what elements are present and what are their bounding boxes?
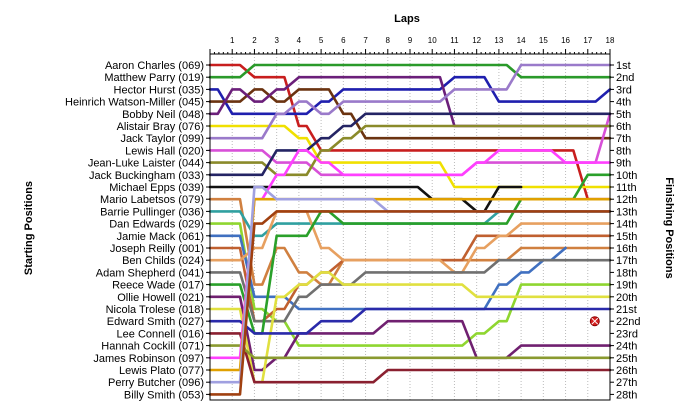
- finishing-position-label: 28th: [616, 389, 637, 401]
- series-line: [208, 332, 612, 384]
- starting-position-label: Adam Shepherd (041): [96, 267, 204, 279]
- finishing-position-label: 10th: [616, 170, 637, 182]
- lap-tick-label: 18: [606, 36, 615, 45]
- finishing-position-label: 11th: [616, 182, 637, 194]
- starting-position-label: Aaron Charles (069): [105, 60, 204, 72]
- starting-position-label: Nicola Trolese (018): [106, 304, 204, 316]
- starting-position-label: Jack Buckingham (033): [89, 170, 204, 182]
- finishing-position-label: 7th: [616, 133, 631, 145]
- lap-tick-label: 9: [408, 36, 413, 45]
- lap-tick-label: 16: [561, 36, 570, 45]
- finishing-position-label: 4th: [616, 97, 631, 109]
- starting-position-label: Alistair Bray (076): [117, 121, 204, 133]
- finishing-position-label: 6th: [616, 121, 631, 133]
- y-left-axis-title: Starting Positions: [23, 181, 35, 275]
- series-line: [208, 63, 612, 140]
- axes: [206, 49, 614, 401]
- starting-position-label: Lewis Hall (020): [125, 145, 204, 157]
- grid: [231, 54, 611, 400]
- starting-position-label: Matthew Parry (019): [104, 72, 204, 84]
- lap-tick-label: 13: [494, 36, 503, 45]
- finishing-position-label: 27th: [616, 377, 637, 389]
- starting-position-label: Jack Taylor (099): [120, 133, 204, 145]
- starting-position-label: Bobby Neil (048): [122, 109, 204, 121]
- series-line: [208, 271, 612, 384]
- starting-position-label: Heinrich Watson-Miller (045): [65, 97, 204, 109]
- starting-position-label: Lewis Plato (077): [119, 365, 204, 377]
- finishing-position-label: 13th: [616, 206, 637, 218]
- x-axis-title: Laps: [394, 13, 420, 25]
- lap-tick-label: 4: [297, 36, 302, 45]
- finishing-position-label: 18th: [616, 267, 637, 279]
- series-lines: [208, 63, 612, 396]
- lap-tick-label: 11: [450, 36, 459, 45]
- finishing-position-label: 24th: [616, 341, 637, 353]
- starting-position-label: Joseph Reilly (001): [110, 243, 204, 255]
- finishing-position-label: 1st: [616, 60, 631, 72]
- finishing-position-label: 17th: [616, 255, 637, 267]
- finishing-position-label: 19th: [616, 280, 637, 292]
- lap-tick-label: 17: [583, 36, 592, 45]
- series-line: [208, 124, 612, 189]
- starting-position-label: Hannah Cockill (071): [101, 341, 204, 353]
- finishing-position-label: 15th: [616, 231, 637, 243]
- finishing-position-label: 12th: [616, 194, 637, 206]
- starting-position-label: Hector Hurst (035): [114, 84, 204, 96]
- starting-position-label: Michael Epps (039): [109, 182, 204, 194]
- starting-position-label: Ollie Howell (021): [117, 292, 204, 304]
- starting-position-label: Billy Smith (053): [124, 389, 204, 401]
- finishing-position-label: 25th: [616, 353, 637, 365]
- starting-position-label: Barrie Pullinger (036): [100, 206, 204, 218]
- finishing-position-label: 8th: [616, 145, 631, 157]
- starting-position-label: Jean-Luke Laister (044): [88, 158, 204, 170]
- finishing-position-label: 26th: [616, 365, 637, 377]
- series-line: [208, 307, 612, 335]
- lap-tick-label: 10: [428, 36, 437, 45]
- starting-position-label: James Robinson (097): [93, 353, 204, 365]
- starting-position-label: Mario Labetsos (079): [100, 194, 204, 206]
- series-line: [208, 63, 612, 79]
- finishing-position-label: 2nd: [616, 72, 634, 84]
- starting-position-label: Lee Connell (016): [117, 328, 204, 340]
- starting-position-label: Jamie Mack (061): [117, 231, 204, 243]
- lap-tick-label: 6: [341, 36, 346, 45]
- finishing-position-label: 14th: [616, 219, 637, 231]
- retirement-marker-icon: [589, 316, 600, 327]
- starting-position-label: Reece Wade (017): [112, 280, 204, 292]
- finishing-position-label: 9th: [616, 158, 631, 170]
- finishing-position-label: 23rd: [616, 328, 638, 340]
- starting-position-label: Ben Childs (024): [122, 255, 204, 267]
- finishing-position-label: 21st: [616, 304, 637, 316]
- lap-tick-label: 12: [472, 36, 481, 45]
- starting-position-label: Edward Smith (027): [107, 316, 204, 328]
- lap-tick-label: 3: [274, 36, 279, 45]
- lap-tick-label: 1: [230, 36, 235, 45]
- starting-position-label: Perry Butcher (096): [108, 377, 204, 389]
- finishing-position-label: 5th: [616, 109, 631, 121]
- lap-tick-label: 15: [539, 36, 548, 45]
- finishing-position-label: 16th: [616, 243, 637, 255]
- lap-tick-label: 14: [517, 36, 526, 45]
- series-line: [208, 149, 612, 360]
- series-line: [208, 258, 612, 323]
- finishing-position-label: 3rd: [616, 84, 632, 96]
- series-line: [208, 112, 612, 177]
- y-right-axis-title: Finishing Positions: [663, 177, 675, 278]
- series-line: [208, 88, 612, 140]
- series-line: [208, 344, 612, 360]
- finishing-position-label: 22nd: [616, 316, 640, 328]
- lap-tick-label: 7: [363, 36, 368, 45]
- lap-tick-label: 2: [252, 36, 257, 45]
- series-line: [208, 210, 612, 396]
- finishing-position-label: 20th: [616, 292, 637, 304]
- lap-tick-label: 8: [386, 36, 391, 45]
- starting-position-label: Dan Edwards (029): [109, 219, 204, 231]
- lap-tick-label: 5: [319, 36, 324, 45]
